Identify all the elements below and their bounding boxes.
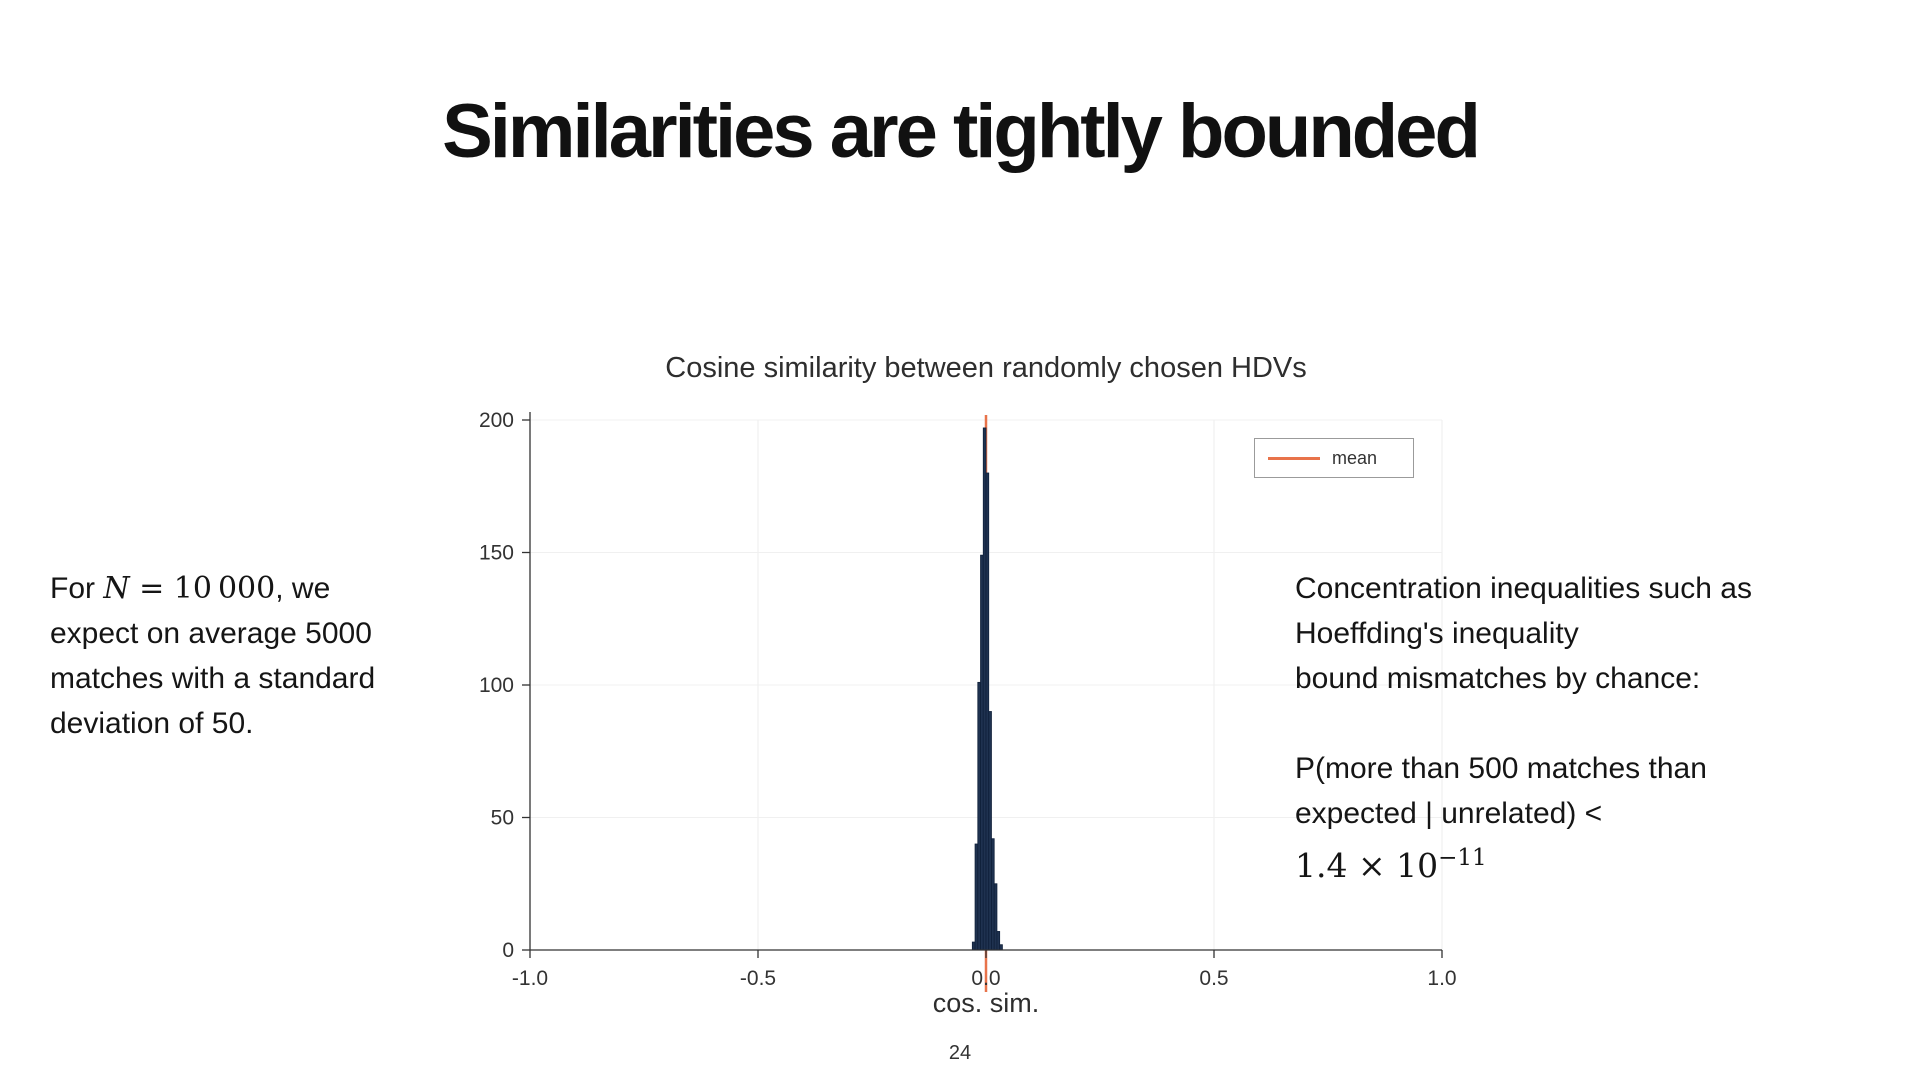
histogram-bar bbox=[988, 711, 992, 951]
x-tick-label: -1.0 bbox=[512, 967, 548, 990]
chart-legend: mean bbox=[1254, 438, 1414, 478]
histogram-bar bbox=[985, 472, 990, 951]
math-variable: N bbox=[103, 571, 130, 606]
histogram-bar bbox=[980, 554, 984, 951]
math-expression: = 10 000 bbox=[129, 571, 276, 606]
x-tick-label: 1.0 bbox=[1427, 967, 1456, 990]
right-annotation-line: Hoeffding's inequality bbox=[1295, 617, 1579, 650]
blank-line bbox=[1295, 701, 1895, 746]
y-tick-label: 200 bbox=[479, 409, 514, 432]
chart-title: Cosine similarity between randomly chose… bbox=[665, 352, 1307, 384]
slide-title: Similarities are tightly bounded bbox=[442, 89, 1481, 174]
histogram-bar bbox=[974, 843, 979, 951]
right-annotation-line: expected | unrelated) < bbox=[1295, 797, 1603, 830]
page-number: 24 bbox=[948, 1042, 972, 1064]
y-tick-label: 100 bbox=[479, 674, 514, 697]
histogram-bar bbox=[996, 931, 1001, 951]
histogram-bar bbox=[991, 838, 995, 951]
right-annotation-line: Concentration inequalities such as bbox=[1295, 572, 1752, 605]
left-annotation: For N = 10 000, we expect on average 500… bbox=[50, 566, 490, 746]
formula-exponent: −11 bbox=[1438, 845, 1487, 871]
mean-line-swatch bbox=[1268, 456, 1320, 460]
left-annotation-line: matches with a standard bbox=[50, 662, 376, 695]
histogram-bar bbox=[993, 883, 998, 951]
histogram-bar bbox=[977, 681, 981, 951]
right-annotation-line: bound mismatches by chance: bbox=[1295, 662, 1701, 695]
x-tick-label: 0.5 bbox=[1199, 967, 1228, 990]
y-tick-label: 0 bbox=[502, 939, 514, 962]
x-axis-label: cos. sim. bbox=[932, 988, 1040, 1018]
right-annotation-line: P(more than 500 matches than bbox=[1295, 752, 1707, 785]
x-tick-label: 0.0 bbox=[971, 967, 1000, 990]
histogram-bar bbox=[999, 944, 1003, 951]
histogram-bar bbox=[971, 941, 976, 951]
left-annotation-line: deviation of 50. bbox=[50, 707, 254, 740]
left-annotation-line: expect on average 5000 bbox=[50, 617, 372, 650]
legend-label: mean bbox=[1332, 447, 1378, 468]
histogram-bar bbox=[982, 427, 987, 951]
y-tick-label: 150 bbox=[479, 542, 514, 565]
x-tick-label: -0.5 bbox=[740, 967, 776, 990]
left-annotation-line: For N = 10 000, we bbox=[50, 571, 331, 606]
probability-bound-formula: 1.4 × 10−11 bbox=[1295, 845, 1487, 885]
y-tick-label: 50 bbox=[491, 807, 514, 830]
right-annotation: Concentration inequalities such as Hoeff… bbox=[1295, 566, 1895, 888]
